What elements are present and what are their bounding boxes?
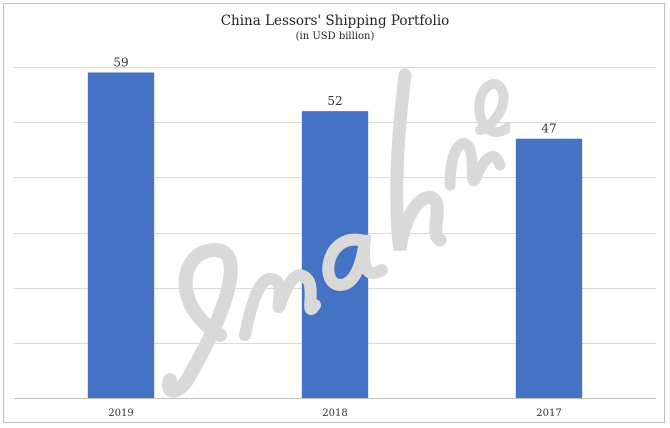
watermark xyxy=(162,68,510,398)
data-labels: 59 52 47 xyxy=(113,56,556,136)
x-tick-labels: 2019 2018 2017 xyxy=(108,408,561,419)
bars xyxy=(87,72,583,399)
chart-subtitle: (in USD billion) xyxy=(295,31,375,42)
x-tick-label-2017: 2017 xyxy=(536,408,561,419)
data-label-2019: 59 xyxy=(113,56,128,70)
x-tick-label-2019: 2019 xyxy=(108,408,133,419)
data-label-2017: 47 xyxy=(541,122,556,136)
x-tick-label-2018: 2018 xyxy=(322,408,347,419)
chart-title: China Lessors' Shipping Portfolio xyxy=(220,13,450,29)
bar-2019 xyxy=(87,72,155,399)
data-label-2018: 52 xyxy=(327,94,342,108)
bar-2017 xyxy=(515,138,583,398)
